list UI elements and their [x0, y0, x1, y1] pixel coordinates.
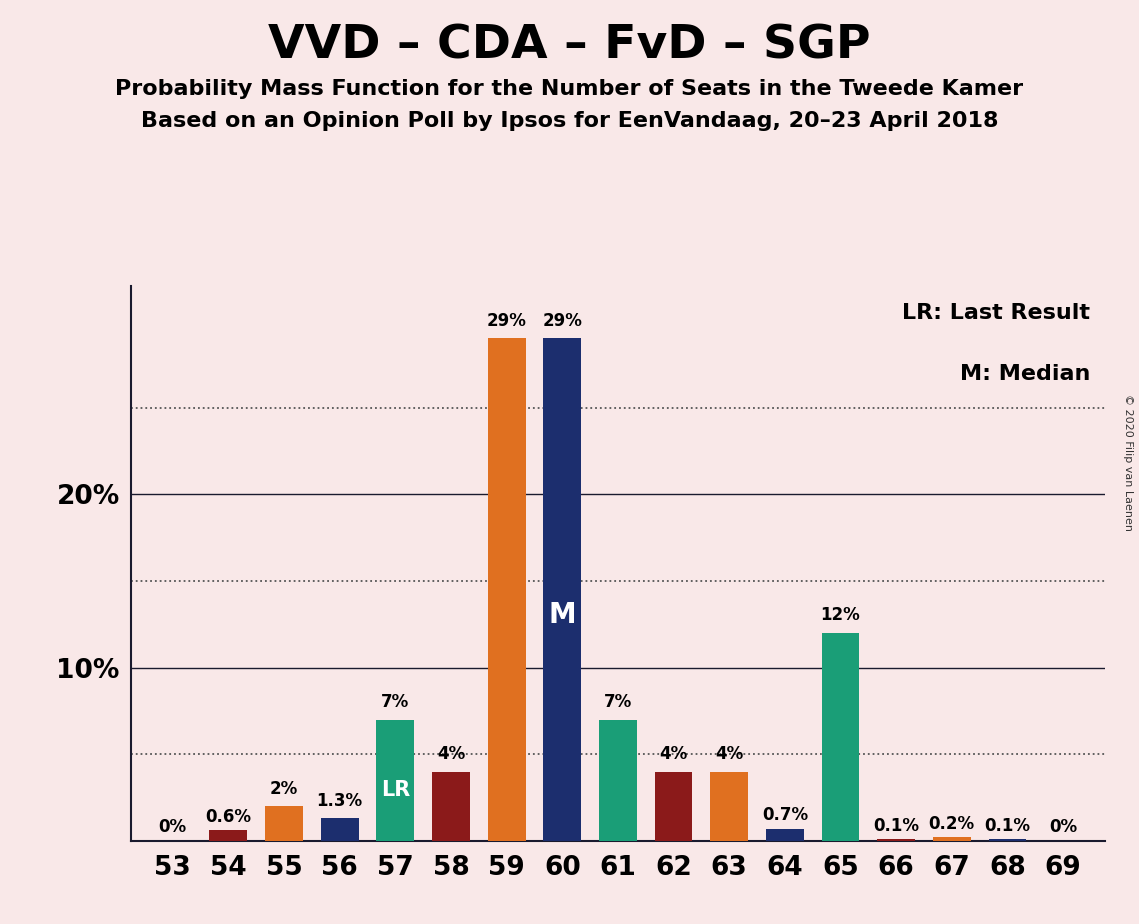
Bar: [265, 806, 303, 841]
Text: 7%: 7%: [382, 693, 409, 711]
Text: © 2020 Filip van Laenen: © 2020 Filip van Laenen: [1123, 394, 1133, 530]
Bar: [877, 839, 915, 841]
Text: 0.1%: 0.1%: [984, 817, 1031, 834]
Text: 0%: 0%: [158, 818, 187, 835]
Text: VVD – CDA – FvD – SGP: VVD – CDA – FvD – SGP: [268, 23, 871, 68]
Text: 1.3%: 1.3%: [317, 792, 362, 809]
Bar: [487, 338, 525, 841]
Bar: [210, 831, 247, 841]
Bar: [321, 819, 359, 841]
Bar: [655, 772, 693, 841]
Text: 29%: 29%: [486, 311, 526, 330]
Text: 29%: 29%: [542, 311, 582, 330]
Text: M: Median: M: Median: [960, 364, 1090, 384]
Text: LR: Last Result: LR: Last Result: [902, 303, 1090, 323]
Text: 0%: 0%: [1049, 818, 1077, 835]
Bar: [711, 772, 748, 841]
Bar: [599, 720, 637, 841]
Text: 12%: 12%: [820, 606, 860, 625]
Bar: [821, 633, 860, 841]
Bar: [432, 772, 470, 841]
Text: 0.1%: 0.1%: [874, 817, 919, 834]
Bar: [989, 839, 1026, 841]
Text: 7%: 7%: [604, 693, 632, 711]
Text: 4%: 4%: [437, 745, 465, 763]
Text: 2%: 2%: [270, 780, 298, 797]
Bar: [543, 338, 581, 841]
Text: 0.6%: 0.6%: [205, 808, 252, 826]
Bar: [933, 837, 970, 841]
Text: LR: LR: [380, 780, 410, 800]
Text: 4%: 4%: [659, 745, 688, 763]
Text: Probability Mass Function for the Number of Seats in the Tweede Kamer: Probability Mass Function for the Number…: [115, 79, 1024, 99]
Text: 4%: 4%: [715, 745, 744, 763]
Text: 0.7%: 0.7%: [762, 807, 808, 824]
Bar: [376, 720, 415, 841]
Bar: [765, 829, 804, 841]
Text: 0.2%: 0.2%: [928, 815, 975, 833]
Text: M: M: [549, 601, 576, 628]
Text: Based on an Opinion Poll by Ipsos for EenVandaag, 20–23 April 2018: Based on an Opinion Poll by Ipsos for Ee…: [141, 111, 998, 131]
